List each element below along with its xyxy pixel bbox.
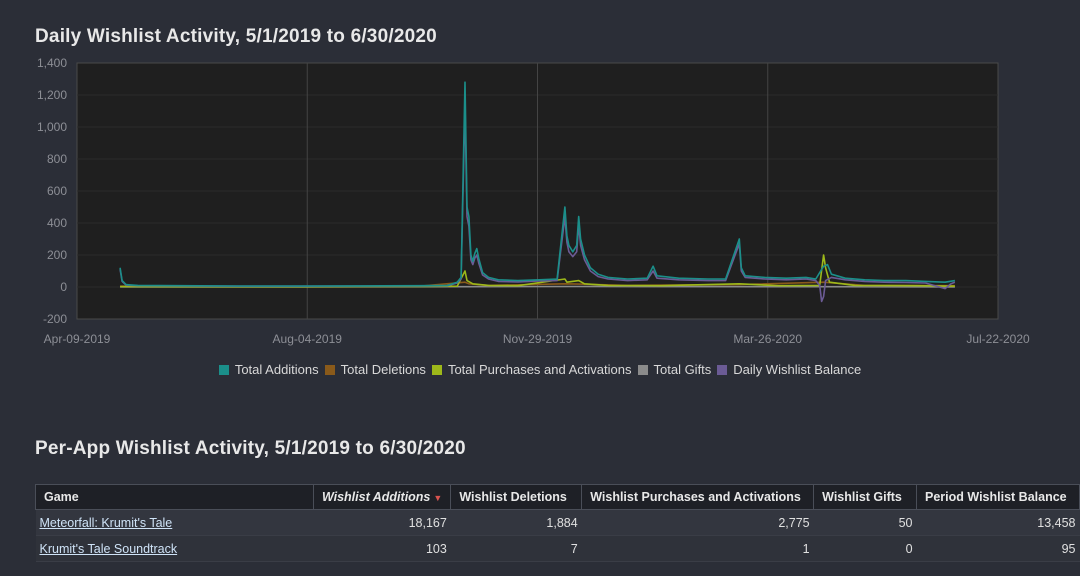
table-cell: 95 [916,535,1080,562]
y-tick-label: 800 [47,152,67,166]
column-header-purchases-activations[interactable]: Wishlist Purchases and Activations [581,484,815,510]
legend-swatch [218,365,229,375]
column-header-wishlist-additions[interactable]: Wishlist Additions ▼ [312,484,452,510]
daily-wishlist-chart: -200 0 200 400 600 800 1,000 1,200 1,400 Apr-09-… [37,56,1030,346]
legend-swatch [637,365,648,375]
x-tick-label: Jul-22-2020 [966,332,1030,346]
sort-desc-icon: ▼ [433,493,443,503]
table-cell: 50 [813,509,917,536]
per-app-table: Game Wishlist Additions ▼ Wishlist Deleti… [35,484,1080,562]
game-link[interactable]: Meteorfall: Krumit's Tale [39,515,173,530]
x-tick-label: Mar-26-2020 [733,332,802,346]
daily-activity-title: Daily Wishlist Activity, 5/1/2019 to 6/3… [35,26,437,47]
legend-swatch [431,365,442,375]
legend-label: Total Deletions [340,362,426,377]
y-tick-label: 600 [47,184,67,198]
table-cell: 103 [313,535,451,562]
series-line-total-additions [119,81,956,287]
game-link[interactable]: Krumit's Tale Soundtrack [39,541,178,556]
table-cell: 13,458 [916,509,1080,536]
legend-label: Total Gifts [653,362,712,377]
x-tick-label: Nov-29-2019 [503,332,573,346]
y-tick-label: 400 [47,216,67,230]
x-axis: Apr-09-2019 Aug-04-2019 Nov-29-2019 Mar-26-… [44,332,1030,346]
table-header-row: Game Wishlist Additions ▼ Wishlist Deleti… [35,484,1080,510]
y-tick-label: 1,400 [37,56,67,70]
legend-label: Total Additions [234,362,319,377]
chart-series [119,81,956,303]
y-tick-label: -200 [43,312,67,326]
legend-swatch [324,365,335,375]
table-cell-game: Krumit's Tale Soundtrack [35,535,314,562]
legend-item[interactable]: Total Gifts [637,362,712,377]
column-header-wishlist-gifts[interactable]: Wishlist Gifts [813,484,918,510]
y-tick-label: 0 [60,280,67,294]
table-cell: 18,167 [313,509,451,536]
y-tick-label: 200 [47,248,67,262]
table-cell: 1 [581,535,814,562]
table-row: Meteorfall: Krumit's Tale 18,167 1,884 2… [35,509,1080,536]
legend-label: Total Purchases and Activations [447,362,632,377]
table-row: Krumit's Tale Soundtrack 103 7 1 0 95 [35,535,1080,562]
legend-label: Daily Wishlist Balance [733,362,862,377]
table-cell: 2,775 [581,509,814,536]
legend-swatch [717,365,728,375]
column-header-period-balance[interactable]: Period Wishlist Balance [916,484,1080,510]
y-tick-label: 1,000 [37,120,67,134]
legend-item[interactable]: Total Additions [218,362,319,377]
x-tick-label: Aug-04-2019 [273,332,343,346]
table-cell: 0 [813,535,917,562]
column-header-wishlist-deletions[interactable]: Wishlist Deletions [450,484,583,510]
legend-item[interactable]: Total Deletions [324,362,426,377]
chart-legend: Total Additions Total Deletions Total Purc… [0,362,1080,377]
table-cell-game: Meteorfall: Krumit's Tale [35,509,314,536]
y-axis: -200 0 200 400 600 800 1,000 1,200 1,400 [37,56,67,326]
x-tick-label: Apr-09-2019 [44,332,111,346]
legend-item[interactable]: Daily Wishlist Balance [717,362,861,377]
legend-item[interactable]: Total Purchases and Activations [431,362,632,377]
table-cell: 1,884 [450,509,582,536]
column-header-label: Wishlist Additions [321,490,431,504]
y-tick-label: 1,200 [37,88,67,102]
per-app-activity-title: Per-App Wishlist Activity, 5/1/2019 to 6… [35,438,466,459]
column-header-game[interactable]: Game [35,484,314,510]
table-cell: 7 [450,535,582,562]
